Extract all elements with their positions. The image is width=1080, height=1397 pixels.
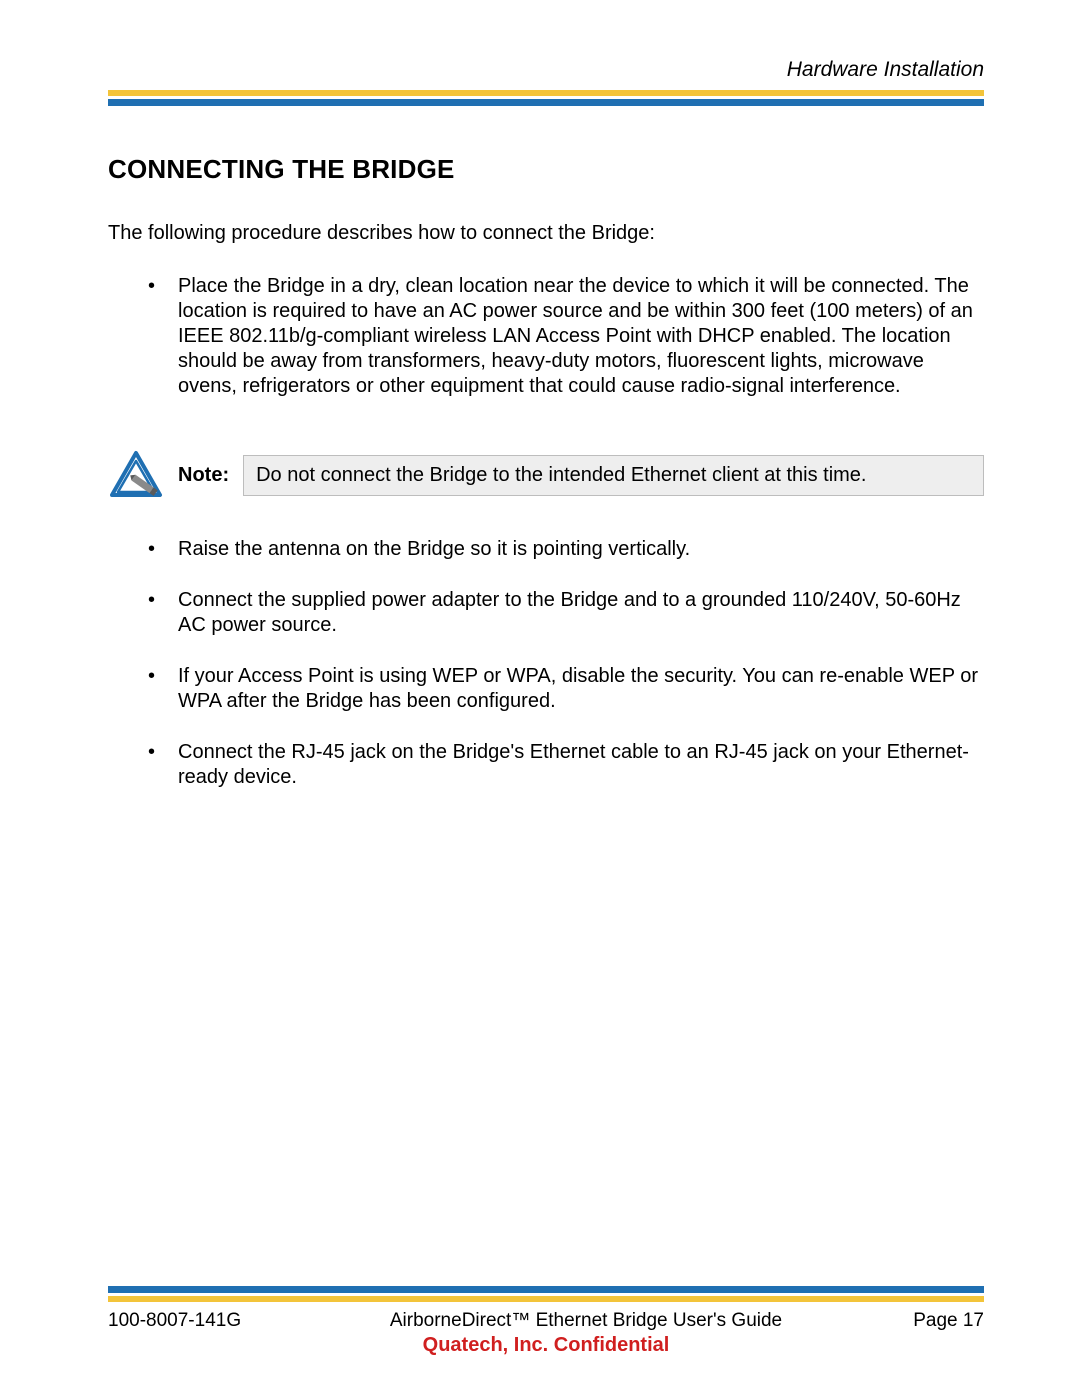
note-callout: Note: Do not connect the Bridge to the i… xyxy=(108,449,984,501)
rule-yellow xyxy=(108,1296,984,1302)
bullet-list-bottom: Raise the antenna on the Bridge so it is… xyxy=(108,537,984,816)
footer-doc-number: 100-8007-141G xyxy=(108,1310,308,1332)
footer-page-label: Page 17 xyxy=(864,1310,984,1332)
page-title: CONNECTING THE BRIDGE xyxy=(108,154,984,185)
list-item: Place the Bridge in a dry, clean locatio… xyxy=(148,274,984,399)
note-icon xyxy=(108,449,164,501)
rule-blue xyxy=(108,99,984,106)
list-item: Raise the antenna on the Bridge so it is… xyxy=(148,537,984,562)
document-page: Hardware Installation CONNECTING THE BRI… xyxy=(0,0,1080,1397)
footer-doc-title: AirborneDirect™ Ethernet Bridge User's G… xyxy=(308,1310,864,1332)
footer-rule xyxy=(108,1286,984,1302)
footer-confidential: Quatech, Inc. Confidential xyxy=(108,1334,984,1357)
list-item: If your Access Point is using WEP or WPA… xyxy=(148,664,984,714)
list-item: Connect the supplied power adapter to th… xyxy=(148,588,984,638)
header-section-label: Hardware Installation xyxy=(108,58,984,82)
note-text-box: Do not connect the Bridge to the intende… xyxy=(243,455,984,496)
footer-line: 100-8007-141G AirborneDirect™ Ethernet B… xyxy=(108,1310,984,1332)
rule-blue xyxy=(108,1286,984,1293)
note-label: Note: xyxy=(178,464,229,487)
intro-paragraph: The following procedure describes how to… xyxy=(108,221,984,246)
bullet-list-top: Place the Bridge in a dry, clean locatio… xyxy=(108,274,984,425)
header-rule xyxy=(108,90,984,106)
page-footer: 100-8007-141G AirborneDirect™ Ethernet B… xyxy=(108,1286,984,1357)
list-item: Connect the RJ-45 jack on the Bridge's E… xyxy=(148,740,984,790)
